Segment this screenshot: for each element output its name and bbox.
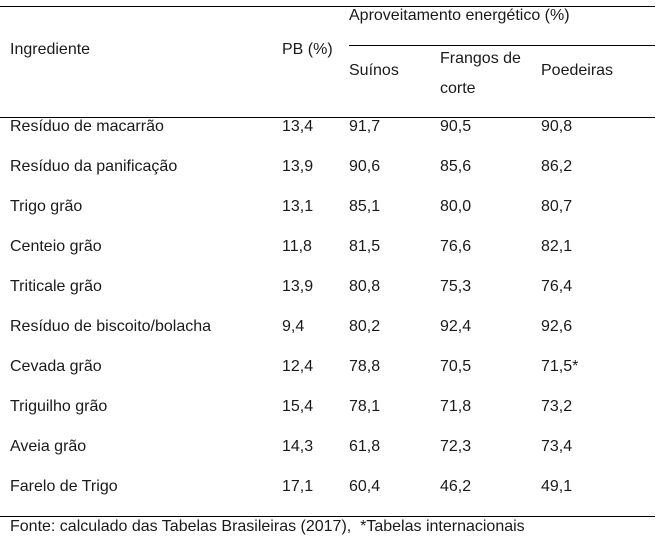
header-pb: PB (%) xyxy=(282,41,333,58)
cell-frangos: 85,6 xyxy=(440,158,472,175)
cell-poedeiras: 49,1 xyxy=(541,478,573,495)
cell-frangos: 90,5 xyxy=(440,118,472,135)
cell-pb: 13,9 xyxy=(282,278,314,295)
cell-suinos: 78,1 xyxy=(349,398,381,415)
cell-suinos: 81,5 xyxy=(349,238,381,255)
cell-ingrediente: Aveia grão xyxy=(10,438,87,455)
cell-suinos: 80,8 xyxy=(349,278,381,295)
cell-pb: 15,4 xyxy=(282,398,314,415)
cell-poedeiras: 71,5* xyxy=(541,358,579,375)
header-ingrediente: Ingrediente xyxy=(10,41,91,58)
cell-poedeiras: 73,2 xyxy=(541,398,573,415)
group-header-rule xyxy=(349,45,655,46)
cell-ingrediente: Triguilho grão xyxy=(10,398,108,415)
cell-poedeiras: 86,2 xyxy=(541,158,573,175)
cell-ingrediente: Resíduo de biscoito/bolacha xyxy=(10,318,212,335)
cell-pb: 12,4 xyxy=(282,358,314,375)
cell-ingrediente: Trigo grão xyxy=(10,198,83,215)
cell-pb: 13,4 xyxy=(282,118,314,135)
cell-frangos: 76,6 xyxy=(440,238,472,255)
cell-pb: 14,3 xyxy=(282,438,314,455)
cell-poedeiras: 82,1 xyxy=(541,238,573,255)
header-bottom-rule xyxy=(0,117,655,118)
cell-suinos: 78,8 xyxy=(349,358,381,375)
cell-pb: 17,1 xyxy=(282,478,314,495)
table-footnote: Fonte: calculado das Tabelas Brasileiras… xyxy=(10,518,525,535)
table-bottom-rule xyxy=(0,516,655,517)
cell-suinos: 80,2 xyxy=(349,318,381,335)
cell-ingrediente: Triticale grão xyxy=(10,278,102,295)
cell-pb: 11,8 xyxy=(282,238,312,255)
cell-ingrediente: Farelo de Trigo xyxy=(10,478,118,495)
cell-pb: 13,9 xyxy=(282,158,314,175)
cell-pb: 13,1 xyxy=(282,198,314,215)
header-poedeiras: Poedeiras xyxy=(541,62,614,79)
cell-frangos: 46,2 xyxy=(440,478,472,495)
header-group-aproveitamento: Aproveitamento energético (%) xyxy=(349,7,570,24)
cell-ingrediente: Resíduo da panificação xyxy=(10,158,178,175)
table-top-rule xyxy=(0,6,655,7)
cell-poedeiras: 76,4 xyxy=(541,278,573,295)
cell-poedeiras: 73,4 xyxy=(541,438,573,455)
cell-frangos: 71,8 xyxy=(440,398,472,415)
cell-pb: 9,4 xyxy=(282,318,305,335)
cell-frangos: 72,3 xyxy=(440,438,472,455)
cell-poedeiras: 80,7 xyxy=(541,198,573,215)
header-frangos: Frangos de corte xyxy=(440,50,521,97)
cell-suinos: 91,7 xyxy=(349,118,381,135)
cell-suinos: 60,4 xyxy=(349,478,381,495)
cell-suinos: 90,6 xyxy=(349,158,381,175)
cell-suinos: 85,1 xyxy=(349,198,381,215)
cell-ingrediente: Centeio grão xyxy=(10,238,102,255)
cell-frangos: 80,0 xyxy=(440,198,472,215)
header-suinos: Suínos xyxy=(349,62,399,79)
cell-frangos: 92,4 xyxy=(440,318,472,335)
cell-suinos: 61,8 xyxy=(349,438,381,455)
cell-frangos: 70,5 xyxy=(440,358,472,375)
cell-poedeiras: 92,6 xyxy=(541,318,573,335)
cell-frangos: 75,3 xyxy=(440,278,472,295)
cell-ingrediente: Resíduo de macarrão xyxy=(10,118,164,135)
cell-poedeiras: 90,8 xyxy=(541,118,573,135)
cell-ingrediente: Cevada grão xyxy=(10,358,102,375)
